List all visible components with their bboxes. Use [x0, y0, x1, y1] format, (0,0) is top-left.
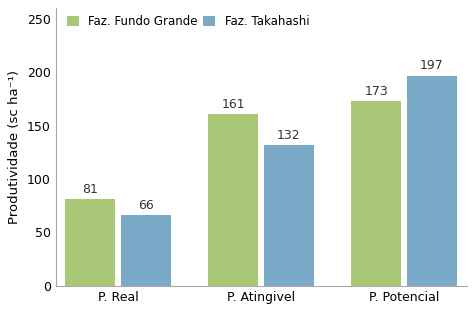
- Bar: [352, 101, 401, 286]
- Bar: [407, 76, 457, 286]
- Legend: Faz. Fundo Grande, Faz. Takahashi: Faz. Fundo Grande, Faz. Takahashi: [66, 14, 311, 30]
- Y-axis label: Produtividade (sc ha⁻¹): Produtividade (sc ha⁻¹): [9, 70, 21, 224]
- Bar: [209, 114, 258, 286]
- Bar: [121, 215, 171, 286]
- Text: 81: 81: [83, 183, 98, 196]
- Text: 197: 197: [420, 59, 444, 72]
- Bar: [264, 145, 314, 286]
- Text: 161: 161: [222, 98, 245, 111]
- Text: 173: 173: [364, 85, 388, 98]
- Bar: [66, 199, 115, 286]
- Text: 66: 66: [138, 199, 154, 212]
- Text: 132: 132: [277, 129, 301, 142]
